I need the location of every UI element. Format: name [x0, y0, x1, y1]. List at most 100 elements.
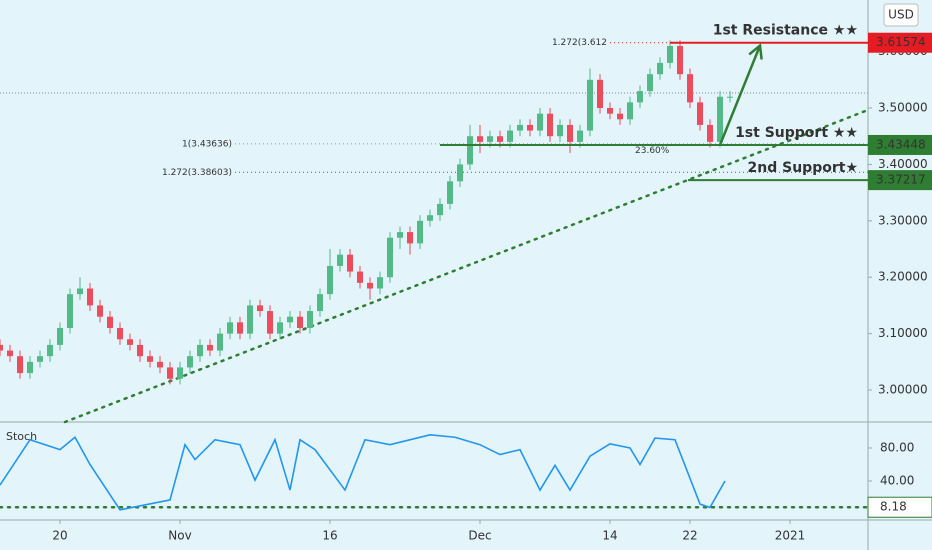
candle-body [37, 356, 43, 362]
candle-body [467, 136, 473, 165]
y-tick-label: 3.10000 [878, 326, 928, 340]
candle-body [127, 339, 133, 345]
candle-body [267, 311, 273, 334]
level-price-box [868, 134, 932, 155]
candle-body [697, 102, 703, 125]
level-price-box [868, 170, 932, 191]
candle-body [357, 271, 363, 283]
candle-body [667, 45, 673, 63]
arrow [718, 45, 762, 146]
candle-body [167, 367, 173, 379]
candle-body [47, 344, 53, 357]
candle-body [137, 344, 143, 357]
candle-body [67, 294, 73, 328]
x-tick-label: 2021 [775, 529, 806, 543]
candle-body [257, 305, 263, 312]
stoch-level-label: 8.18 [880, 500, 907, 514]
currency-box [883, 3, 919, 27]
candle-body [647, 74, 653, 92]
candle-body [407, 232, 413, 244]
x-tick-label: 20 [52, 529, 67, 543]
candle-body [567, 124, 573, 142]
level-price-box [868, 32, 932, 53]
candle-body [547, 113, 553, 137]
x-tick-label: Nov [168, 529, 191, 543]
candle-body [187, 356, 193, 368]
candle-body [727, 96, 733, 98]
candle-body [247, 305, 253, 334]
x-tick-label: 22 [682, 529, 697, 543]
candle-body [57, 327, 63, 345]
candle-body [277, 322, 283, 334]
candle-body [7, 350, 13, 357]
candle-body [457, 164, 463, 182]
candle-body [427, 215, 433, 221]
candle-body [87, 288, 93, 306]
candle-body [577, 130, 583, 142]
stoch-line [0, 433, 726, 511]
y-tick-label: 3.00000 [878, 383, 928, 397]
candle-body [557, 124, 563, 137]
candle-body [417, 220, 423, 244]
candle-body [307, 311, 313, 328]
candle-body [487, 136, 493, 142]
candle-body [217, 333, 223, 351]
y-tick-label: 3.20000 [878, 270, 928, 284]
candle-body [387, 237, 393, 278]
candle-body [677, 45, 683, 75]
candle-body [347, 254, 353, 272]
candle-body [77, 288, 83, 295]
candle-body [627, 102, 633, 120]
arrow-head [748, 43, 763, 60]
candle-body [437, 203, 443, 216]
candle-body [117, 327, 123, 340]
stoch-tick-label: 80.00 [880, 440, 914, 454]
trendline [63, 108, 870, 424]
candle-body [497, 136, 503, 142]
candle-body [447, 181, 453, 204]
level-name: 1st Resistance ★★ [713, 23, 858, 39]
candle-body [317, 294, 323, 312]
candle-body [227, 322, 233, 334]
level-price: 3.61574 [876, 35, 926, 49]
stoch-tick-label: 40.00 [880, 473, 914, 487]
fib-note: 23.60% [635, 146, 670, 156]
candle-body [107, 316, 113, 328]
fib-label: 1.272(3.612 [552, 38, 607, 48]
candle-body [537, 113, 543, 131]
fib-label: 1(3.43636) [182, 139, 232, 149]
candle-body [157, 361, 163, 368]
currency: USD [888, 8, 914, 22]
level-name: 1st Support ★★ [735, 125, 858, 141]
candle-body [377, 277, 383, 289]
level-name: 2nd Support★ [748, 160, 858, 176]
fib-label: 1.272(3.38603) [162, 168, 232, 178]
candle-body [0, 344, 3, 351]
candle-body [717, 96, 723, 142]
candle-body [527, 124, 533, 131]
candle-body [297, 316, 303, 328]
x-tick-label: 14 [602, 529, 617, 543]
candle-body [707, 124, 713, 142]
candle-body [327, 265, 333, 295]
candle-body [17, 356, 23, 374]
y-tick-label: 3.50000 [878, 101, 928, 115]
level-price: 3.37217 [876, 173, 926, 187]
candle-body [617, 113, 623, 120]
candle-body [337, 254, 343, 266]
candle-body [607, 108, 613, 114]
candle-body [197, 344, 203, 357]
x-tick-label: 16 [322, 529, 337, 543]
y-tick-label: 3.40000 [878, 157, 928, 171]
candle-body [657, 62, 663, 75]
candle-body [477, 136, 483, 142]
y-tick-label: 3.30000 [878, 213, 928, 227]
candle-body [27, 361, 33, 374]
candle-body [97, 305, 103, 317]
stoch-level-box [867, 496, 932, 518]
candle-body [287, 316, 293, 323]
candle-body [237, 322, 243, 334]
candle-body [397, 232, 403, 238]
